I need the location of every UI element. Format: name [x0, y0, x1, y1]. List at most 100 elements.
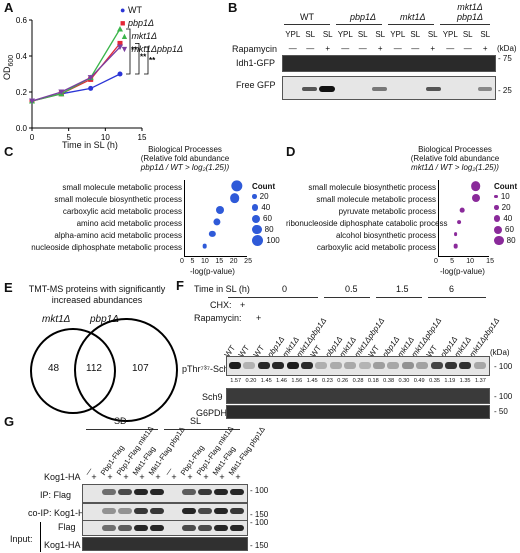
f-band: [301, 362, 313, 369]
go-dot: [229, 193, 240, 203]
go-dot: [457, 220, 461, 224]
g-band: [102, 508, 116, 514]
go-xtick-label: 15: [215, 258, 224, 265]
a-ytick-label: 0.6: [16, 16, 28, 25]
b-condition-label: YPL: [337, 30, 353, 39]
g-band: [198, 525, 212, 531]
f-quant-value: 1.57: [230, 378, 242, 384]
g-band: [102, 525, 116, 531]
g-band: [230, 489, 244, 495]
a-ytick-label: 0.0: [16, 124, 28, 133]
g-band: [182, 489, 196, 495]
b-strain-pbp1: pbp1Δ: [350, 12, 377, 22]
g-row-ipflag-label: IP: Flag: [40, 490, 72, 500]
f-band: [373, 362, 385, 369]
g-blot-coip: [82, 503, 248, 521]
b-condition-label: SL: [427, 30, 438, 39]
b-mw-25: - 25: [498, 86, 512, 95]
legend-mkt1pbp1: ▼ mkt1Δpbp1Δ: [120, 44, 184, 54]
g-kog1-plus: +: [155, 472, 161, 482]
d-terms: small molecule biosynthetic process small…: [286, 182, 448, 254]
go-term-label: small molecule metabolic process: [316, 195, 436, 204]
f-row-psch9-label: pThr⁷³⁷-Sch9: [182, 364, 234, 374]
a-xtick-label: 0: [30, 133, 35, 142]
g-kog1-plus: +: [187, 472, 193, 482]
e-left-label: mkt1Δ: [42, 314, 71, 325]
f-band: [387, 362, 400, 369]
a-xtick-label: 10: [101, 133, 110, 142]
f-rap-label: Rapamycin:: [194, 313, 242, 323]
count-legend-item: 80: [252, 224, 280, 235]
g-kog1-plus: +: [171, 472, 177, 482]
b-condition-label: YPL: [442, 30, 458, 39]
count-legend-item: 60: [494, 224, 517, 235]
go-dot: [453, 243, 458, 249]
g-band: [118, 489, 132, 495]
f-tp-6: 6: [449, 284, 455, 294]
g-kog1-plus: +: [91, 472, 97, 482]
a-ytick-label: 0.4: [16, 52, 28, 61]
b-kda: (kDa): [497, 44, 517, 53]
a-point: [58, 89, 65, 95]
g-kog1-plus-row: + + + + + + + + + +: [86, 472, 246, 482]
b-blot-idh1: [282, 55, 496, 72]
count-legend-dot: [252, 204, 259, 211]
go-term-label: small molecule biosynthetic process: [54, 195, 182, 204]
g-band: [118, 525, 132, 531]
b-condition-label: SL: [410, 30, 421, 39]
b-rapamycin-mark: —: [463, 44, 472, 53]
a-point: [29, 98, 35, 104]
a-point: [117, 26, 123, 32]
g-band: [214, 508, 228, 514]
f-mw-100b: - 100: [494, 392, 513, 401]
a-sig-bracket: [144, 46, 149, 75]
count-legend-item: 20: [252, 191, 280, 202]
g-input-label: Input:: [10, 534, 33, 544]
count-legend-label: 20: [259, 192, 269, 201]
go-term-label: carboxylic acid metabolic process: [62, 207, 182, 216]
count-legend-label: 60: [263, 214, 272, 223]
c-count-legend: Count 20 40 60 80 100: [252, 182, 280, 247]
f-tp-0: 0: [282, 284, 288, 294]
legend-wt: ● WT: [120, 5, 142, 15]
f-tp-15: 1.5: [396, 284, 409, 294]
g-band: [102, 489, 116, 495]
g-band: [214, 489, 228, 495]
f-quant-value: 1.46: [276, 378, 287, 384]
count-legend-label: 80: [506, 236, 516, 245]
f-band: [315, 362, 328, 369]
g-mw-150a: - 150: [250, 510, 269, 519]
f-band: [416, 362, 429, 369]
g-sl-label: SL: [190, 416, 202, 426]
g-mw-150b: - 150: [250, 541, 269, 550]
e-value-left: 48: [48, 363, 60, 374]
b-rapamycin-mark: +: [482, 44, 488, 53]
g-band: [198, 508, 212, 514]
panel-label-f: F: [176, 278, 184, 293]
f-band: [257, 362, 270, 369]
go-xtick-label: 0: [434, 258, 438, 265]
g-mw-100a: - 100: [250, 486, 269, 495]
f-quant-value: 1.19: [444, 378, 456, 384]
count-legend-label: 40: [261, 203, 271, 212]
go-term-label: alcohol biosynthetic process: [335, 231, 436, 240]
d-xticks: 0 5 10 15: [434, 258, 494, 265]
f-band: [344, 362, 357, 369]
go-xtick-label: 5: [190, 258, 195, 265]
g-kog1-label: Kog1-HA: [44, 472, 81, 482]
a-point: [117, 40, 123, 46]
d-count-legend: Count 10 20 40 60 80: [494, 182, 518, 246]
b-strain-mkt1: mkt1Δ: [400, 12, 426, 22]
g-band: [182, 508, 196, 514]
go-term-label: ribonucleoside diphosphate catabolic pro…: [286, 219, 448, 228]
panel-label-b: B: [228, 0, 238, 15]
f-chx-plus: +: [240, 300, 246, 310]
go-dot: [453, 232, 458, 236]
f-band: [401, 362, 414, 369]
f-tp-lines: [228, 297, 488, 299]
f-band: [358, 362, 371, 369]
f-kda: (kDa): [490, 348, 510, 357]
count-legend-item: 80: [494, 235, 517, 246]
b-row-gfp-label: Free GFP: [236, 80, 276, 90]
a-sig-label: **: [140, 53, 147, 62]
